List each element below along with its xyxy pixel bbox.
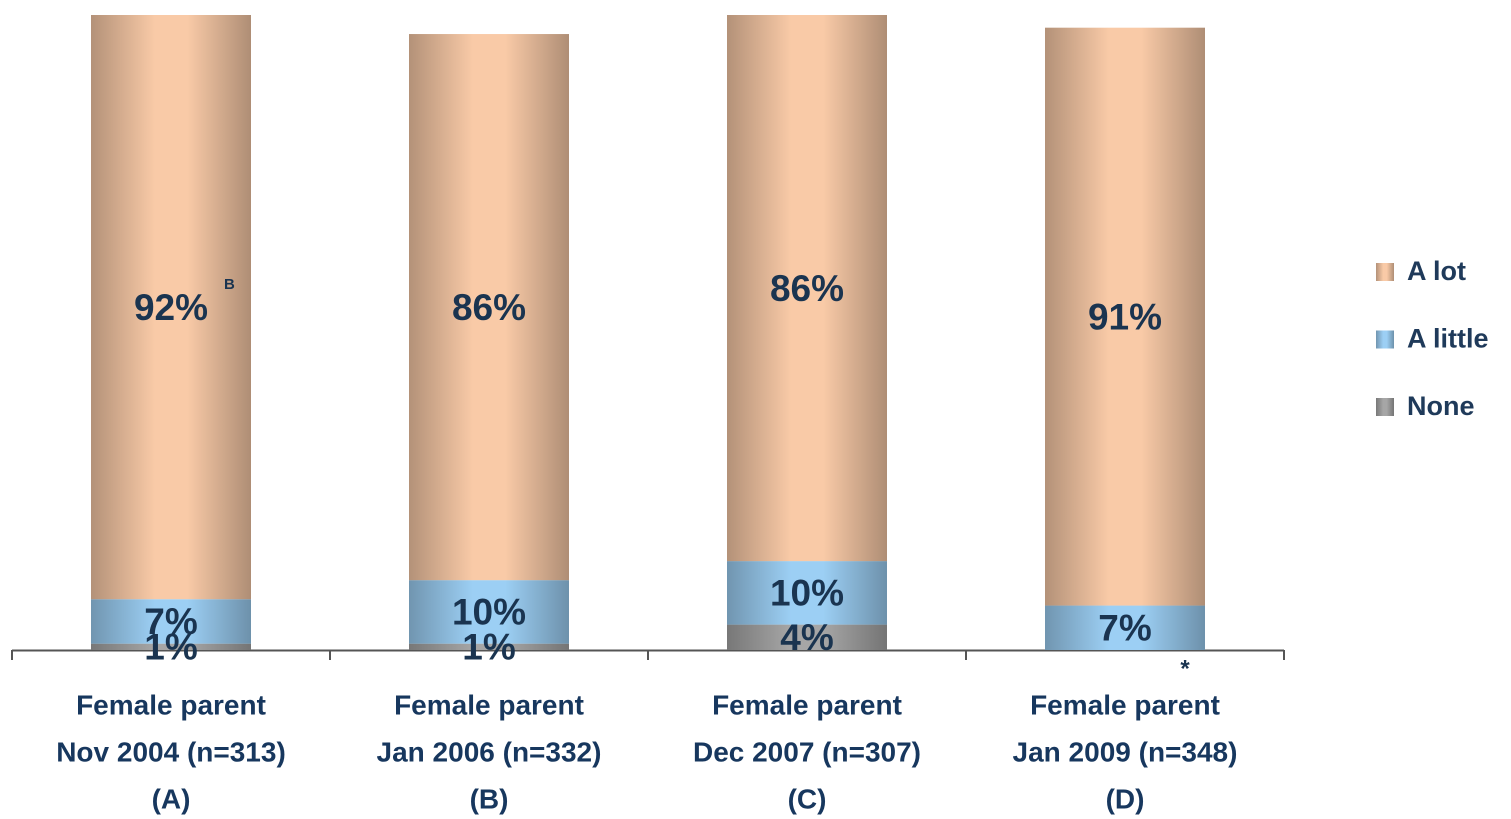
bar-shade [409,34,569,581]
x-tick-label: (C) [788,783,827,814]
x-tick-label: Jan 2006 (n=332) [377,736,602,767]
bar-shade [727,561,887,625]
value-label: 1% [462,627,515,668]
x-tick-label: Female parent [76,689,266,720]
value-label: * [1180,655,1190,682]
x-tick-label: Dec 2007 (n=307) [693,736,921,767]
x-tick-label: Jan 2009 (n=348) [1013,736,1238,767]
value-label: 10% [770,573,844,614]
bar-shade [409,643,569,650]
legend-swatch-shade [1376,398,1394,416]
x-tick-label: (A) [152,783,191,814]
value-label: 4% [780,617,833,658]
value-label: 10% [452,592,526,633]
value-label: 86% [770,268,844,309]
legend-label: None [1407,391,1475,421]
legend-swatch-shade [1376,263,1394,281]
x-tick-label: Female parent [1030,689,1220,720]
x-tick-label: (B) [470,783,509,814]
bar-shade [409,580,569,644]
x-tick-label: Female parent [712,689,902,720]
x-tick-label: Nov 2004 (n=313) [56,736,286,767]
value-label: 1% [144,627,197,668]
bar-shade [727,624,887,650]
bar-shade [727,15,887,562]
bar-shade [1045,27,1205,606]
bar-shade [91,599,251,644]
x-tick-label: (D) [1106,783,1145,814]
value-label-superscript: B [224,276,235,293]
bar-shade [1045,605,1205,650]
value-label: 92% [134,287,208,328]
bar-shade [91,15,251,600]
value-label: 91% [1088,296,1162,337]
value-label: 7% [1098,608,1151,649]
legend-swatch-shade [1376,330,1394,349]
value-label: 7% [144,601,197,642]
legend-label: A little [1407,324,1489,354]
legend-label: A lot [1407,256,1466,286]
x-tick-label: Female parent [394,689,584,720]
value-label: 86% [452,287,526,328]
bar-shade [91,643,251,650]
